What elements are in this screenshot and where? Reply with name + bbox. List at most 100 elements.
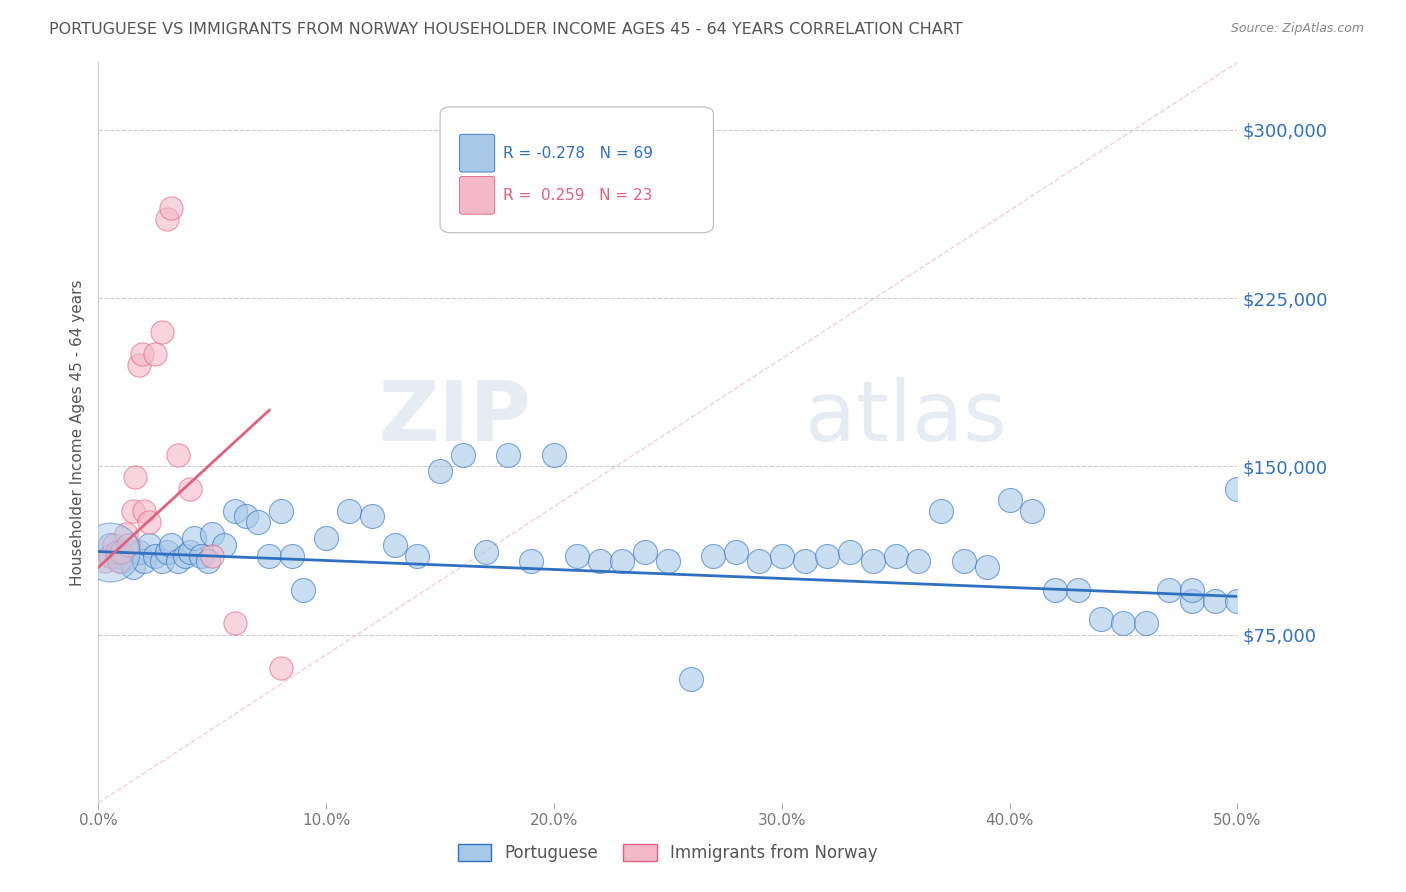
Point (929, 504, 952, 518)
Point (117, 538, 139, 552)
Point (167, 553, 190, 567)
Point (565, 549, 588, 563)
Point (702, 549, 724, 563)
Point (1112, 616, 1135, 631)
Point (612, 553, 634, 567)
Point (725, 544, 748, 558)
Point (110, 544, 132, 558)
FancyBboxPatch shape (460, 177, 495, 214)
Text: Source: ZipAtlas.com: Source: ZipAtlas.com (1230, 22, 1364, 36)
Point (197, 553, 219, 567)
Point (1090, 612, 1112, 626)
Point (124, 470, 146, 484)
Point (862, 553, 884, 567)
Point (1181, 582, 1204, 597)
Point (281, 549, 304, 563)
Point (212, 538, 235, 552)
Point (179, 544, 201, 558)
Point (108, 553, 131, 567)
Point (451, 448, 474, 462)
Point (174, 549, 197, 563)
Point (429, 464, 451, 478)
Point (98, 538, 121, 552)
Point (224, 504, 246, 518)
Point (121, 560, 143, 574)
Text: PORTUGUESE VS IMMIGRANTS FROM NORWAY HOUSEHOLDER INCOME AGES 45 - 64 YEARS CORRE: PORTUGUESE VS IMMIGRANTS FROM NORWAY HOU… (49, 22, 963, 37)
Point (145, 347, 167, 361)
Point (201, 526, 224, 541)
Point (114, 526, 136, 541)
Point (360, 508, 382, 523)
Point (145, 549, 167, 563)
Point (406, 549, 429, 563)
Point (132, 504, 155, 518)
Point (1181, 594, 1204, 608)
Point (1226, 482, 1249, 496)
Point (998, 492, 1021, 507)
Point (156, 544, 179, 558)
Point (748, 553, 770, 567)
Point (179, 482, 201, 496)
Point (976, 560, 998, 574)
Point (156, 212, 179, 227)
Point (121, 504, 143, 518)
Point (1067, 582, 1090, 597)
Point (246, 516, 269, 530)
Point (110, 553, 132, 567)
Point (105, 549, 128, 563)
Point (1043, 582, 1066, 597)
Point (160, 538, 183, 552)
Point (103, 538, 125, 552)
Point (634, 544, 657, 558)
Point (543, 448, 565, 462)
Point (138, 516, 160, 530)
Point (1135, 616, 1157, 631)
Point (815, 549, 838, 563)
Point (1226, 594, 1249, 608)
Point (953, 553, 976, 567)
Point (1204, 594, 1226, 608)
Point (201, 549, 224, 563)
Point (337, 504, 360, 518)
Point (167, 448, 190, 462)
Point (474, 544, 496, 558)
Point (150, 553, 173, 567)
Point (190, 549, 212, 563)
Point (105, 544, 128, 558)
Point (259, 549, 281, 563)
Text: R =  0.259   N = 23: R = 0.259 N = 23 (503, 188, 652, 203)
Point (498, 448, 520, 462)
FancyBboxPatch shape (460, 135, 495, 172)
Text: R = -0.278   N = 69: R = -0.278 N = 69 (503, 146, 652, 161)
Point (160, 201, 183, 215)
Point (1157, 582, 1180, 597)
Point (292, 582, 315, 597)
Point (770, 549, 793, 563)
Point (150, 325, 173, 339)
Point (235, 508, 257, 523)
Point (384, 538, 406, 552)
Point (907, 553, 929, 567)
Point (183, 531, 205, 545)
Point (520, 553, 543, 567)
Point (679, 673, 702, 687)
Point (98, 549, 121, 563)
Point (224, 616, 246, 631)
FancyBboxPatch shape (440, 107, 713, 233)
Point (839, 544, 862, 558)
Point (128, 544, 150, 558)
Point (884, 549, 907, 563)
Point (588, 553, 610, 567)
Point (138, 538, 160, 552)
Point (270, 661, 292, 675)
Point (315, 531, 337, 545)
Point (98, 544, 121, 558)
Point (128, 359, 150, 373)
Point (132, 553, 155, 567)
Text: atlas: atlas (804, 377, 1007, 458)
Point (94, 553, 117, 567)
Point (270, 504, 292, 518)
Point (1021, 504, 1043, 518)
Point (657, 553, 679, 567)
Point (131, 347, 153, 361)
